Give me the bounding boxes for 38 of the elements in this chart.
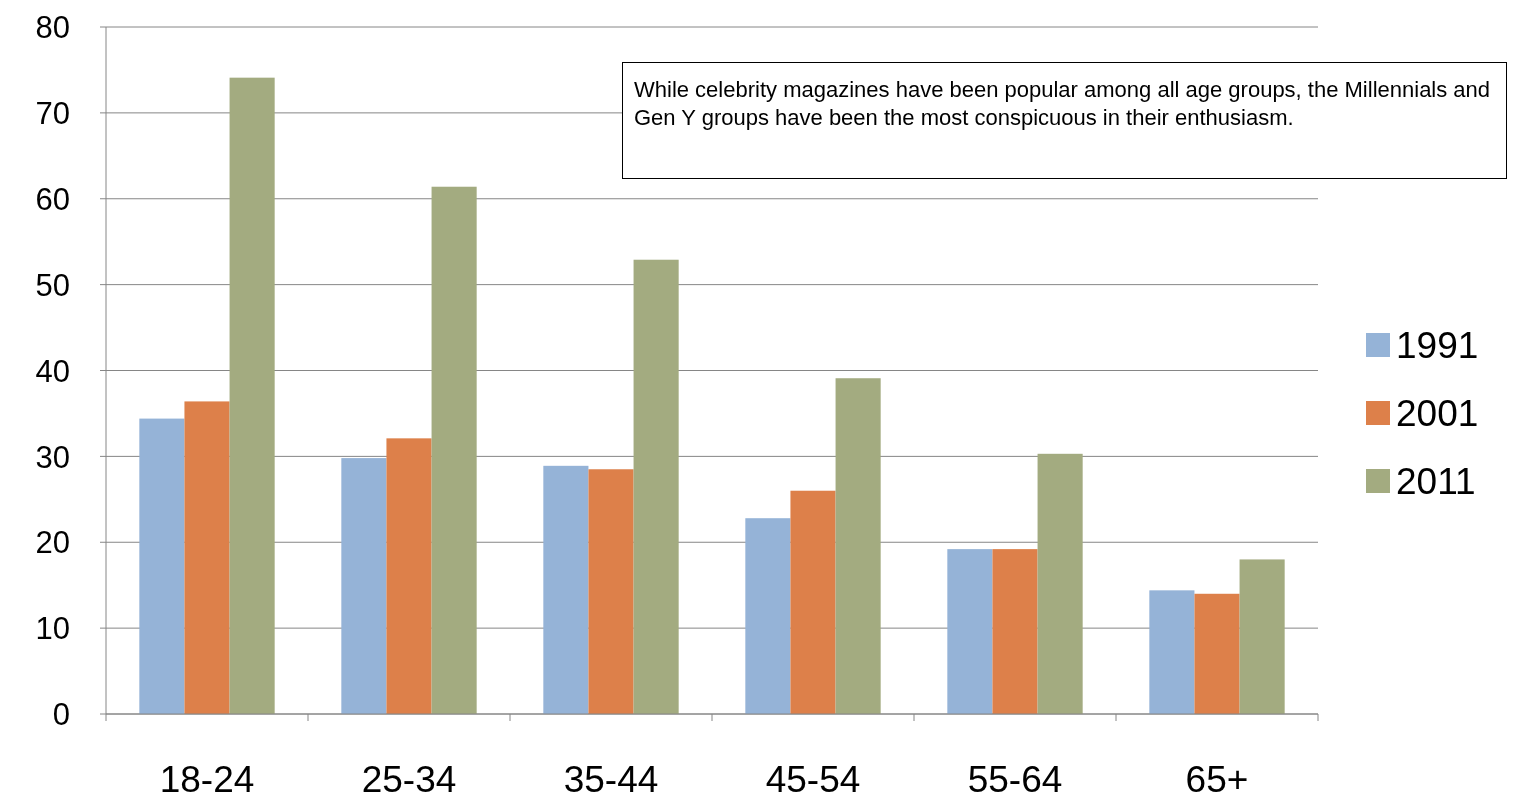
legend-label: 2001 (1396, 393, 1479, 435)
y-tick-label: 10 (35, 611, 70, 647)
bar (633, 259, 679, 714)
x-tick-label: 18-24 (159, 759, 255, 800)
bar (1194, 593, 1240, 714)
bar (1149, 590, 1195, 714)
y-tick-label: 70 (35, 96, 70, 132)
legend-label: 1991 (1396, 325, 1479, 367)
y-tick-label: 50 (35, 267, 70, 303)
bar (947, 549, 993, 714)
y-tick-label: 40 (35, 353, 70, 389)
bar (543, 465, 589, 714)
note-box: While celebrity magazines have been popular among all age groups, the Millennials and Gen Y groups have been the most conspicuous in their enthusiasm. (622, 62, 1507, 179)
bar (229, 77, 275, 714)
y-tick-label: 80 (35, 10, 70, 46)
bar (386, 438, 432, 714)
bar (835, 378, 881, 714)
bar (341, 458, 387, 714)
bar (790, 490, 836, 714)
bar (992, 549, 1038, 714)
y-tick-label: 60 (35, 181, 70, 217)
x-tick-label: 55-64 (967, 759, 1063, 800)
bar (588, 469, 634, 714)
bar (1239, 559, 1285, 714)
y-tick-label: 20 (35, 525, 70, 561)
bar (184, 401, 230, 714)
x-tick-label: 45-54 (765, 759, 861, 800)
bar (745, 518, 791, 714)
bar (139, 418, 185, 714)
x-tick-label: 65+ (1185, 759, 1249, 800)
x-tick-label: 35-44 (563, 759, 659, 800)
y-tick-label: 0 (52, 697, 70, 733)
bar (431, 186, 477, 714)
legend-label: 2011 (1396, 461, 1476, 503)
annotation: While celebrity magazines have been popular among all age groups, the Millennials and Gen Y groups have been the most conspicuous in their enthusiasm. (634, 76, 1492, 132)
bar (1037, 453, 1083, 714)
x-tick-label: 25-34 (361, 759, 457, 800)
y-tick-label: 30 (35, 439, 70, 475)
